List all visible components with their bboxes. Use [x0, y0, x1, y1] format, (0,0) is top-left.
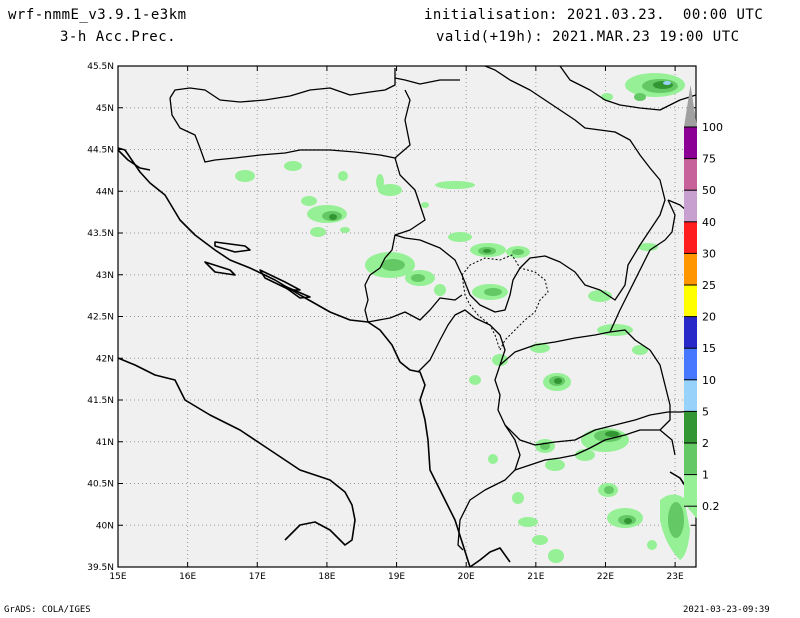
- footer-timestamp: 2021-03-23-09:39: [683, 605, 770, 615]
- legend-label: 20: [702, 311, 716, 324]
- footer-credit: GrADS: COLA/IGES: [4, 605, 91, 615]
- legend-swatch: [684, 443, 697, 475]
- legend-label: 15: [702, 342, 716, 355]
- legend-swatch: [684, 127, 697, 159]
- lat-label: 45N: [96, 104, 114, 114]
- legend-swatch: [684, 221, 697, 254]
- field-title: 3-h Acc.Prec.: [60, 29, 177, 45]
- init-time: initialisation: 2021.03.23. 00:00 UTC: [424, 7, 764, 23]
- legend-label: 40: [702, 216, 716, 229]
- kosovo-border: [461, 254, 549, 352]
- legend-swatch: [684, 158, 697, 191]
- lon-label: 22E: [597, 572, 614, 582]
- lon-label: 19E: [388, 572, 405, 582]
- lat-label: 41N: [96, 438, 114, 448]
- legend-swatch: [684, 316, 697, 349]
- legend-swatch: [684, 253, 697, 285]
- lat-label: 42.5N: [87, 313, 114, 323]
- lat-label: 40.5N: [87, 480, 114, 490]
- legend-arrow: [684, 85, 697, 127]
- lat-label: 41.5N: [87, 396, 114, 406]
- lon-label: 17E: [249, 572, 266, 582]
- lon-label: 16E: [179, 572, 196, 582]
- lon-label: 21E: [527, 572, 544, 582]
- lat-label: 39.5N: [87, 563, 114, 573]
- legend-label: 1: [702, 469, 709, 482]
- lat-label: 43.5N: [87, 229, 114, 239]
- legend-label: 10: [702, 374, 716, 387]
- lat-label: 44N: [96, 187, 114, 197]
- lon-label: 15E: [109, 572, 126, 582]
- lon-label: 18E: [318, 572, 335, 582]
- lat-label: 42N: [96, 354, 114, 364]
- legend-label: 75: [702, 153, 716, 166]
- legend-label: 0.2: [702, 500, 720, 513]
- precip-shading: [235, 73, 690, 563]
- legend-label: 100: [702, 121, 723, 134]
- legend-swatch: [684, 190, 697, 222]
- legend-swatch: [684, 379, 697, 412]
- axis-labels: 15E 16E 17E 18E 19E 20E 21E 22E 23E 45.5N 45N 44.5N…: [87, 62, 684, 582]
- lat-label: 40N: [96, 521, 114, 531]
- lat-label: 45.5N: [87, 62, 114, 72]
- lat-label: 44.5N: [87, 146, 114, 156]
- legend-label: 2: [702, 437, 709, 450]
- legend-swatch: [684, 285, 697, 317]
- country-borders: [169, 65, 697, 551]
- precip-legend: 100 75 50 40 30 25 20 15 10 5 2 1 0.2: [684, 85, 723, 519]
- legend-swatch: [684, 411, 697, 443]
- model-title: wrf-nmmE_v3.9.1-e3km: [8, 7, 187, 23]
- legend-label: 30: [702, 247, 716, 260]
- lat-label: 43N: [96, 271, 114, 281]
- legend-swatch: [684, 474, 697, 519]
- legend-label: 25: [702, 279, 716, 292]
- lon-label: 23E: [667, 572, 684, 582]
- legend-label: 5: [702, 405, 709, 418]
- valid-time: valid(+19h): 2021.MAR.23 19:00 UTC: [436, 29, 740, 45]
- lon-label: 20E: [458, 572, 475, 582]
- legend-swatch: [684, 348, 697, 380]
- legend-label: 50: [702, 184, 716, 197]
